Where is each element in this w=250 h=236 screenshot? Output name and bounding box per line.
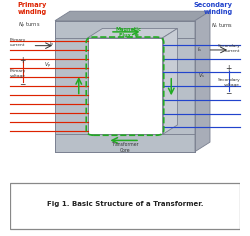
Text: +: + <box>226 64 232 73</box>
Text: Secondary
current: Secondary current <box>218 44 240 53</box>
Text: Primary
current: Primary current <box>10 38 26 46</box>
Text: $N_p$ turns: $N_p$ turns <box>18 21 40 31</box>
Text: $V_p$: $V_p$ <box>44 61 51 72</box>
Text: Secondary
voltage: Secondary voltage <box>218 78 240 87</box>
Text: Secondary
winding: Secondary winding <box>194 2 232 15</box>
Polygon shape <box>55 134 195 152</box>
Polygon shape <box>162 38 195 134</box>
Text: Fig 1. Basic Structure of a Transformer.: Fig 1. Basic Structure of a Transformer. <box>47 201 203 207</box>
Text: +: + <box>19 56 26 65</box>
Text: Transformer
Core: Transformer Core <box>111 142 139 153</box>
Text: $I_p$: $I_p$ <box>49 40 54 50</box>
Text: Primary
winding: Primary winding <box>18 2 47 15</box>
Polygon shape <box>88 28 178 38</box>
Polygon shape <box>195 11 210 152</box>
Text: $N_s$ turns: $N_s$ turns <box>210 21 233 30</box>
Polygon shape <box>55 11 210 21</box>
Text: −: − <box>226 89 232 98</box>
Text: $V_s$: $V_s$ <box>198 71 205 80</box>
Text: Magnetic
Flux, Φ: Magnetic Flux, Φ <box>116 27 142 38</box>
Text: $I_s$: $I_s$ <box>197 45 202 54</box>
Text: −: − <box>19 80 26 89</box>
Polygon shape <box>55 21 195 38</box>
Polygon shape <box>162 28 178 134</box>
Polygon shape <box>55 38 88 134</box>
FancyBboxPatch shape <box>10 183 240 229</box>
Text: Primary
voltage: Primary voltage <box>10 69 26 77</box>
